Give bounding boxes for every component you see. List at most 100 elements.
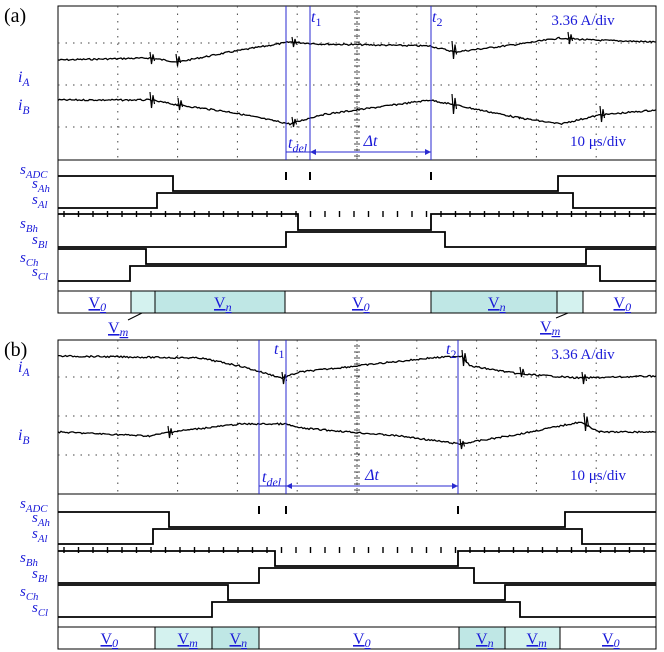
- digital-sBl: [58, 231, 656, 248]
- digital-sAl: [58, 528, 656, 545]
- trace-iA-spike: [581, 371, 588, 385]
- svg-text:V0: V0: [89, 295, 107, 314]
- label-Ah: sAh: [32, 176, 50, 195]
- vector-segment-zero: [582, 290, 657, 314]
- label-t2: t2: [446, 341, 456, 361]
- svg-text:Vn: Vn: [476, 631, 494, 650]
- svg-text:V0: V0: [602, 631, 620, 650]
- digital-sBh: [58, 213, 656, 231]
- trace-iB-spike: [451, 93, 458, 115]
- label-iA: iA: [18, 69, 30, 89]
- svg-text:Vn: Vn: [488, 295, 506, 314]
- trace-iB-spike: [459, 438, 466, 450]
- svg-text:sBl: sBl: [32, 232, 47, 251]
- trace-iA: [58, 354, 657, 380]
- trace-iA-spike: [149, 51, 156, 65]
- svg-text:sBh: sBh: [20, 550, 38, 569]
- digital-sCl: [58, 265, 656, 282]
- current-scale-label: 3.36 A/div: [551, 347, 615, 363]
- svg-text:t1: t1: [274, 341, 284, 361]
- vector-label: Vn: [488, 295, 506, 314]
- label-t1: t1: [274, 341, 284, 361]
- time-scale-label: 10 μs/div: [570, 468, 626, 484]
- svg-text:sADC: sADC: [20, 496, 48, 515]
- svg-text:iA: iA: [18, 69, 30, 89]
- callout-leader: [127, 312, 143, 321]
- label-t1: t1: [311, 9, 321, 29]
- label-Bl: sBl: [32, 566, 47, 585]
- svg-text:iA: iA: [18, 359, 30, 379]
- trace-iA: [57, 36, 657, 63]
- label-Bl: sBl: [32, 232, 47, 251]
- current-scale-label: 3.36 A/div: [551, 13, 615, 29]
- trace-iB-spike: [149, 91, 156, 109]
- trace-iB-spike: [599, 105, 606, 123]
- trace-iB: [57, 98, 656, 126]
- label-Ch: sCh: [20, 250, 38, 269]
- label-Bh: sBh: [20, 550, 38, 569]
- trace-iA-spike: [567, 31, 574, 45]
- callout-label-vm: Vm: [540, 319, 561, 338]
- vector-label: Vm: [527, 631, 548, 650]
- digital-sAl: [58, 192, 656, 209]
- trace-iA-spike: [175, 53, 182, 67]
- svg-text:sADC: sADC: [20, 162, 48, 181]
- digital-sBl: [58, 567, 656, 584]
- label-iA: iA: [18, 359, 30, 379]
- label-iB: iB: [18, 427, 30, 447]
- time-scale-label: 10 μs/div: [570, 134, 626, 150]
- svg-text:sAh: sAh: [32, 176, 50, 195]
- vector-label: Vm: [178, 631, 199, 650]
- trace-iA-spike: [451, 40, 458, 60]
- label-ADC: sADC: [20, 496, 48, 515]
- svg-text:sCh: sCh: [20, 584, 38, 603]
- svg-text:t1: t1: [311, 9, 321, 29]
- label-Cl: sCl: [32, 264, 48, 283]
- trace-iA-spike: [291, 36, 298, 48]
- panel-label: (a): [4, 5, 26, 27]
- vector-label: Vn: [230, 631, 248, 650]
- svg-text:sCl: sCl: [32, 264, 48, 283]
- svg-text:V0: V0: [352, 295, 370, 314]
- label-Cl: sCl: [32, 600, 48, 619]
- vector-label: V0: [352, 295, 370, 314]
- callout-leader: [555, 312, 569, 319]
- trace-iA-spike: [519, 366, 526, 378]
- label-delta-t: Δt: [364, 467, 379, 484]
- vector-label: V0: [353, 631, 371, 650]
- trace-iB-spike: [583, 412, 590, 432]
- callout-label-vm: Vm: [108, 320, 129, 339]
- label-Al: sAl: [32, 192, 47, 211]
- vector-label: V0: [602, 631, 620, 650]
- vector-label: V0: [614, 295, 632, 314]
- svg-text:Vm: Vm: [527, 631, 548, 650]
- label-delta-t: Δt: [363, 133, 378, 150]
- label-t2: t2: [432, 9, 442, 29]
- svg-text:Vn: Vn: [214, 295, 232, 314]
- digital-sBh: [58, 550, 656, 567]
- label-Bh: sBh: [20, 216, 38, 235]
- svg-text:sAl: sAl: [32, 526, 47, 545]
- svg-text:sBh: sBh: [20, 216, 38, 235]
- trace-iB-spike: [291, 116, 298, 128]
- svg-text:sAl: sAl: [32, 192, 47, 211]
- vector-segment-m: [556, 290, 584, 314]
- svg-text:V0: V0: [101, 631, 119, 650]
- vector-segment-zero: [559, 626, 657, 650]
- trace-iB-spike: [167, 425, 174, 439]
- svg-text:Vm: Vm: [108, 320, 129, 339]
- svg-text:sAh: sAh: [32, 510, 50, 529]
- vector-label: Vn: [476, 631, 494, 650]
- vector-label: Vn: [214, 295, 232, 314]
- vector-label: V0: [89, 295, 107, 314]
- label-Ch: sCh: [20, 584, 38, 603]
- vector-label: V0: [101, 631, 119, 650]
- svg-text:V0: V0: [614, 295, 632, 314]
- label-Ah: sAh: [32, 510, 50, 529]
- label-iB: iB: [18, 97, 30, 117]
- svg-text:t2: t2: [446, 341, 456, 361]
- digital-sCl: [58, 601, 656, 618]
- digital-sAh: [58, 511, 656, 528]
- label-Al: sAl: [32, 526, 47, 545]
- trace-iA-spike: [461, 349, 468, 367]
